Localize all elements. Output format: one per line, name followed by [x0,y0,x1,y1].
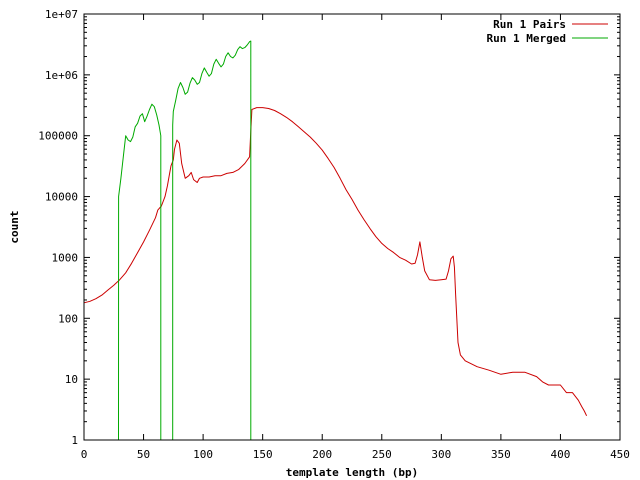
x-tick-label: 50 [137,448,150,461]
x-tick-label: 0 [81,448,88,461]
x-tick-label: 400 [551,448,571,461]
x-tick-label: 100 [193,448,213,461]
x-tick-label: 450 [610,448,630,461]
y-axis: 1 10 100 1000 10000 100000 1e+06 1e+07 [38,8,620,447]
y-axis-title: count [8,210,21,243]
y-tick-label: 100 [58,312,78,325]
x-axis-title: template length (bp) [286,466,418,479]
legend-label: Run 1 Pairs [493,18,566,31]
y-tick-label: 10000 [45,191,78,204]
x-tick-label: 200 [312,448,332,461]
x-tick-label: 300 [431,448,451,461]
y-tick-label: 1e+06 [45,69,78,82]
series-line-run-1-merged [118,40,252,441]
x-axis: 0 50 100 150 200 250 300 350 400 450 [81,14,630,461]
y-tick-label: 1e+07 [45,8,78,21]
x-tick-label: 250 [372,448,392,461]
x-tick-label: 150 [253,448,273,461]
plot-frame [83,13,621,441]
y-tick-label: 100000 [38,130,78,143]
series-line-run-1-pairs [83,107,588,417]
series-layer [83,40,588,441]
y-tick-label: 10 [65,373,78,386]
legend-label: Run 1 Merged [487,32,566,45]
y-tick-label: 1000 [52,251,79,264]
x-tick-label: 350 [491,448,511,461]
y-tick-label: 1 [71,434,78,447]
